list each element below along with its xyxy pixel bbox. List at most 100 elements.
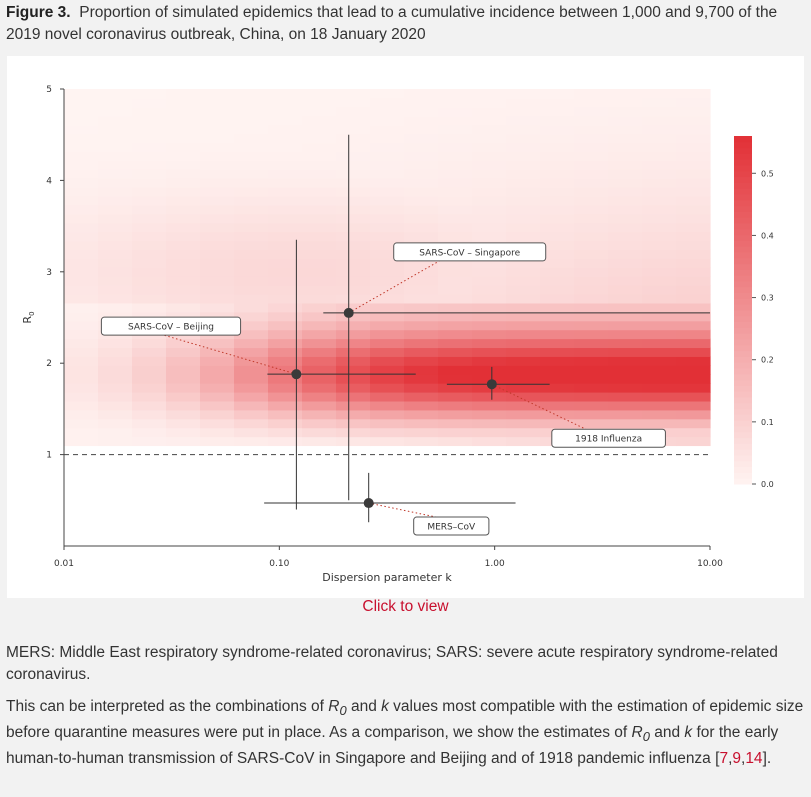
heatmap-cell <box>336 436 371 447</box>
heatmap-cell <box>574 133 609 144</box>
heatmap-cell <box>676 240 711 251</box>
heatmap-cell <box>132 400 167 411</box>
heatmap-cell <box>438 365 473 375</box>
estimate-point <box>343 307 354 318</box>
heatmap-cell <box>574 204 609 215</box>
heatmap-cell <box>438 97 473 108</box>
heatmap-cell <box>200 302 235 313</box>
ref-link-9[interactable]: 9 <box>732 750 741 768</box>
heatmap-cell <box>370 249 405 259</box>
heatmap-cell <box>64 365 99 375</box>
heatmap-cell <box>608 213 643 224</box>
heatmap-cell <box>574 187 609 197</box>
heatmap-cell <box>676 222 711 233</box>
heatmap-cell <box>64 133 99 144</box>
heatmap-cell <box>574 320 609 331</box>
heatmap-cell <box>166 436 201 447</box>
colorbar-segment <box>734 379 752 386</box>
heatmap-cell <box>98 178 133 188</box>
heatmap-cell <box>98 311 133 322</box>
heatmap-cell <box>336 418 371 429</box>
heatmap-cell <box>302 169 337 179</box>
heatmap-cell <box>268 187 303 197</box>
heatmap-cell <box>166 391 201 402</box>
heatmap-cell <box>438 106 473 117</box>
heatmap-cell <box>438 178 473 188</box>
heatmap-cell <box>574 106 609 117</box>
heatmap-cell <box>132 97 167 108</box>
heatmap-cell <box>166 356 201 366</box>
heatmap-cell <box>166 187 201 197</box>
heatmap-cell <box>166 365 201 375</box>
heatmap-cell <box>336 320 371 331</box>
heatmap-cell <box>404 365 439 375</box>
heatmap-cell <box>268 222 303 233</box>
heatmap-cell <box>642 160 677 170</box>
k-symbol-2: k <box>684 724 693 742</box>
heatmap-cell <box>642 409 677 420</box>
heatmap-cell <box>234 338 269 349</box>
heatmap-cell <box>676 427 711 438</box>
heatmap-cell <box>404 302 439 313</box>
heatmap-cell <box>370 222 405 233</box>
heatmap-cell <box>234 347 269 357</box>
heatmap-cell <box>676 391 711 402</box>
heatmap-cell <box>506 133 541 144</box>
ref-link-14[interactable]: 14 <box>745 750 763 768</box>
heatmap-cell <box>676 169 711 179</box>
k-symbol: k <box>381 698 389 715</box>
heatmap-cell <box>438 391 473 402</box>
colorbar-segment <box>734 339 752 346</box>
colorbar-segment <box>734 350 752 357</box>
colorbar-segment <box>734 298 752 305</box>
heatmap-cell <box>642 231 677 242</box>
chart-marks: SARS-CoV – Singapore SARS-CoV – Beijing 19… <box>64 134 710 536</box>
heatmap-cell <box>302 97 337 108</box>
heatmap-cell <box>676 293 711 304</box>
heatmap-cell <box>506 293 541 304</box>
heatmap-cell <box>404 169 439 179</box>
ref-link-7[interactable]: 7 <box>719 750 729 768</box>
heatmap-cell <box>234 169 269 179</box>
heatmap-cell <box>404 347 439 357</box>
para-text-1: This can be interpreted as the combinati… <box>6 698 329 715</box>
heatmap-cell <box>268 124 303 135</box>
heatmap-cell <box>608 383 643 393</box>
heatmap-cell <box>200 204 235 215</box>
heatmap-cell <box>200 222 235 233</box>
figure-image[interactable]: 0.01 0.10 1.00 10.00 1 2 3 4 5 Dispersion paramet… <box>7 56 804 598</box>
heatmap-cell <box>642 320 677 331</box>
heatmap-cell <box>540 97 575 108</box>
heatmap-cell <box>506 436 541 447</box>
heatmap-cell <box>370 231 405 242</box>
heatmap-cell <box>132 204 167 215</box>
heatmap-cell <box>64 106 99 117</box>
heatmap-cell <box>404 329 439 340</box>
heatmap-cell <box>166 231 201 242</box>
heatmap-cell <box>404 231 439 242</box>
heatmap-cell <box>676 204 711 215</box>
click-to-view-link[interactable]: Click to view <box>362 598 449 615</box>
heatmap-cell <box>608 169 643 179</box>
heatmap-cell <box>642 240 677 251</box>
heatmap-cell <box>574 160 609 170</box>
heatmap-cell <box>98 195 133 206</box>
heatmap-cell <box>234 222 269 233</box>
heatmap-cell <box>404 383 439 393</box>
heatmap-cell <box>336 409 371 420</box>
heatmap-cell <box>64 97 99 108</box>
colorbar-tick-label: 0.2 <box>761 356 774 365</box>
heatmap-cell <box>302 418 337 429</box>
heatmap-cell <box>132 311 167 322</box>
heatmap-cell <box>268 338 303 349</box>
heatmap-cell <box>166 204 201 215</box>
heatmap-cell <box>166 418 201 429</box>
heatmap-cell <box>540 240 575 251</box>
heatmap-cell <box>642 418 677 429</box>
heatmap-cell <box>608 267 643 277</box>
colorbar-segment <box>734 304 752 311</box>
heatmap-cell <box>438 418 473 429</box>
heatmap-cell <box>268 178 303 188</box>
heatmap-cell <box>234 418 269 429</box>
r0-symbol-2: R <box>631 724 643 742</box>
